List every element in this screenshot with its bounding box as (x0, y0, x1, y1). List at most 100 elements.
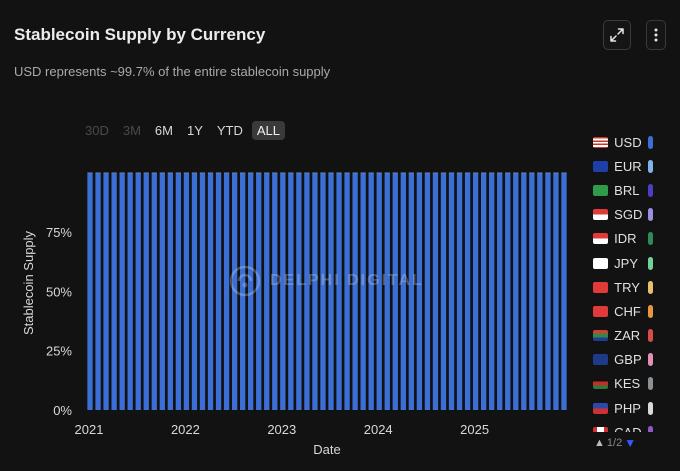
bar-usd[interactable] (360, 173, 366, 410)
legend-item-sgd[interactable]: SGD (593, 203, 653, 227)
bar-usd[interactable] (151, 173, 157, 410)
legend-item-eur[interactable]: EUR (593, 154, 653, 178)
bar-usd[interactable] (440, 173, 447, 410)
bar-other[interactable] (440, 172, 447, 174)
bar-usd[interactable] (424, 173, 431, 410)
bar-other[interactable] (489, 172, 495, 174)
bar-usd[interactable] (280, 173, 286, 410)
bar-other[interactable] (320, 172, 326, 174)
bar-other[interactable] (119, 172, 125, 174)
bar-other[interactable] (87, 172, 93, 174)
bar-usd[interactable] (448, 173, 455, 410)
range-30d-button[interactable]: 30D (85, 123, 109, 138)
bar-other[interactable] (127, 172, 133, 174)
bar-usd[interactable] (223, 173, 230, 410)
bar-usd[interactable] (392, 173, 398, 410)
legend-item-brl[interactable]: BRL (593, 178, 653, 202)
bar-other[interactable] (505, 172, 511, 174)
bar-usd[interactable] (545, 173, 551, 410)
legend-item-gbp[interactable]: GBP (593, 348, 653, 372)
bar-other[interactable] (464, 172, 471, 174)
bar-usd[interactable] (553, 173, 559, 410)
bar-usd[interactable] (481, 173, 487, 410)
bar-other[interactable] (240, 172, 246, 174)
bar-usd[interactable] (175, 173, 182, 410)
bar-other[interactable] (344, 172, 350, 174)
bar-other[interactable] (537, 172, 543, 174)
bar-other[interactable] (456, 172, 463, 174)
bar-other[interactable] (424, 172, 431, 174)
legend-item-kes[interactable]: KES (593, 372, 653, 396)
legend-item-usd[interactable]: USD (593, 130, 653, 154)
bar-usd[interactable] (231, 173, 238, 410)
bar-usd[interactable] (432, 173, 439, 410)
bar-other[interactable] (545, 172, 551, 174)
bar-usd[interactable] (288, 173, 294, 410)
legend-item-idr[interactable]: IDR (593, 227, 653, 251)
bar-other[interactable] (352, 172, 358, 174)
bar-other[interactable] (448, 172, 455, 174)
bar-other[interactable] (264, 172, 270, 174)
bar-other[interactable] (360, 172, 366, 174)
bar-usd[interactable] (400, 173, 406, 410)
bar-other[interactable] (384, 172, 390, 174)
more-options-button[interactable] (646, 20, 666, 50)
bar-other[interactable] (103, 172, 109, 174)
triangle-up-icon[interactable]: ▲ (594, 437, 605, 449)
bar-usd[interactable] (256, 173, 262, 410)
bar-usd[interactable] (384, 173, 390, 410)
bar-other[interactable] (207, 172, 214, 174)
bar-usd[interactable] (127, 173, 133, 410)
bar-other[interactable] (513, 172, 519, 174)
legend-item-php[interactable]: PHP (593, 396, 653, 420)
bar-other[interactable] (183, 172, 190, 174)
bar-usd[interactable] (537, 173, 543, 410)
bar-usd[interactable] (199, 173, 206, 410)
bar-usd[interactable] (103, 173, 109, 410)
bar-other[interactable] (497, 172, 503, 174)
bar-usd[interactable] (159, 173, 165, 410)
range-1y-button[interactable]: 1Y (186, 123, 203, 138)
bar-usd[interactable] (464, 173, 471, 410)
legend-item-zar[interactable]: ZAR (593, 324, 653, 348)
bar-usd[interactable] (135, 173, 141, 410)
bar-usd[interactable] (489, 173, 495, 410)
bar-usd[interactable] (408, 173, 414, 410)
range-ytd-button[interactable]: YTD (216, 123, 243, 138)
bar-other[interactable] (521, 172, 527, 174)
bar-usd[interactable] (240, 173, 246, 410)
bar-other[interactable] (432, 172, 439, 174)
bar-usd[interactable] (472, 173, 479, 410)
expand-button[interactable] (603, 20, 631, 50)
bar-usd[interactable] (143, 173, 149, 410)
range-all-button[interactable]: ALL (251, 121, 286, 140)
bar-usd[interactable] (272, 173, 278, 410)
bar-other[interactable] (111, 172, 117, 174)
legend-item-cad[interactable]: CAD (593, 420, 653, 432)
bar-usd[interactable] (320, 173, 326, 410)
legend-item-try[interactable]: TRY (593, 275, 653, 299)
bar-other[interactable] (159, 172, 165, 174)
bar-other[interactable] (376, 172, 382, 174)
bar-usd[interactable] (456, 173, 463, 410)
bar-other[interactable] (95, 172, 101, 174)
bar-other[interactable] (231, 172, 238, 174)
bar-other[interactable] (151, 172, 157, 174)
bar-other[interactable] (199, 172, 206, 174)
bar-other[interactable] (553, 172, 559, 174)
bar-usd[interactable] (167, 173, 173, 410)
bar-other[interactable] (143, 172, 149, 174)
bar-other[interactable] (312, 172, 318, 174)
bar-usd[interactable] (119, 173, 125, 410)
bar-other[interactable] (481, 172, 487, 174)
bar-usd[interactable] (336, 173, 342, 410)
bar-usd[interactable] (304, 173, 310, 410)
bar-other[interactable] (416, 172, 423, 174)
bar-other[interactable] (256, 172, 262, 174)
bar-usd[interactable] (497, 173, 503, 410)
bar-usd[interactable] (207, 173, 214, 410)
bar-usd[interactable] (529, 173, 535, 410)
bar-usd[interactable] (248, 173, 254, 410)
bar-usd[interactable] (312, 173, 318, 410)
bar-usd[interactable] (328, 173, 334, 410)
